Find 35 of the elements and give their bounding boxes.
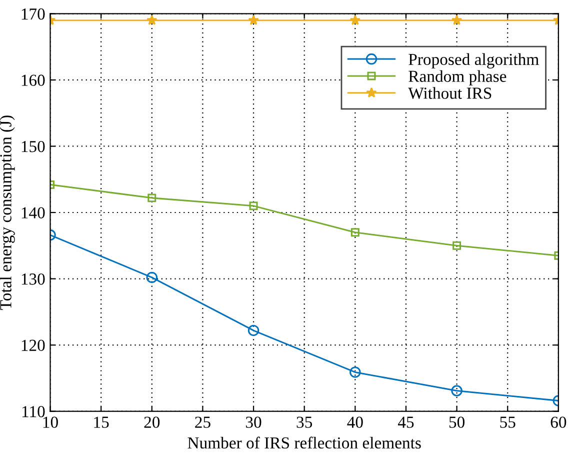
x-tick-label: 20 [144,416,160,428]
y-tick-label: 170 [22,8,45,20]
x-tick-label: 60 [550,416,566,428]
point [146,14,158,26]
x-tick-label: 10 [43,416,58,428]
y-tick-label: 160 [22,74,45,86]
y-tick-label: 110 [22,406,45,418]
x-tick-label: 45 [398,416,414,428]
y-axis-title: Total energy consumption (J) [0,116,15,310]
legend-label: Random phase [408,70,506,86]
x-tick-label: 40 [347,416,363,428]
x-tick-label: 35 [296,416,312,428]
point [249,202,258,210]
x-tick-label: 30 [246,416,262,428]
legend-label: Without IRS [408,87,492,99]
x-tick-label: 55 [500,416,516,428]
point [148,194,156,202]
point [248,14,259,26]
y-tick-label: 130 [22,273,45,285]
x-tick-label: 25 [195,416,210,428]
point [248,324,260,336]
point [350,228,360,237]
point [350,14,361,26]
y-tick-label: 140 [22,207,45,218]
y-tick-label: 120 [22,340,45,351]
y-tick-label: 150 [22,140,45,152]
legend-label: Proposed algorithm [408,53,539,68]
point [451,14,462,26]
point [146,272,158,284]
x-tick-label: 50 [449,416,464,428]
point [451,385,462,396]
x-tick-label: 15 [94,416,109,428]
point [350,366,361,378]
point [452,241,462,250]
x-axis-title: Number of IRS reflection elements [188,436,421,449]
